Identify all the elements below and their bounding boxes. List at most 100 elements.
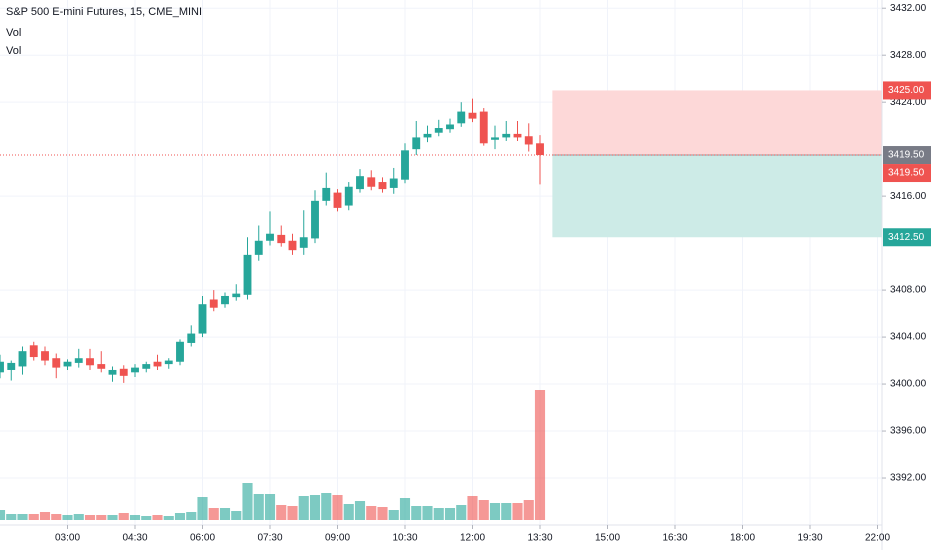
- volume-bar: [264, 494, 276, 520]
- candle-body: [7, 362, 16, 370]
- candle-body: [74, 358, 83, 363]
- volume-bar: [51, 514, 62, 520]
- volume-bar: [84, 515, 96, 520]
- candle-body: [266, 233, 274, 241]
- x-tick-label: 15:00: [595, 533, 620, 544]
- axes: 3392.00 3396.00 3400.00 3404.00 3408.00 3416.…: [55, 3, 931, 544]
- candle-body: [401, 150, 409, 180]
- volume-bar: [96, 515, 107, 520]
- candle-body: [434, 128, 443, 133]
- price-marker-label: 3412.50: [888, 232, 925, 243]
- candle-body: [18, 351, 27, 367]
- volume-pane: [0, 390, 546, 520]
- y-tick-label: 3432.00: [890, 3, 927, 14]
- indicator-label[interactable]: Vol: [6, 27, 21, 39]
- volume-bar: [354, 501, 366, 520]
- volume-bar: [321, 493, 332, 520]
- candle-body: [221, 295, 229, 305]
- candle-body: [333, 192, 342, 208]
- candle-body: [187, 333, 196, 343]
- y-tick-label: 3404.00: [890, 332, 927, 343]
- candle-body: [209, 299, 218, 308]
- candle-body: [153, 361, 162, 367]
- y-tick-label: 3428.00: [890, 50, 927, 61]
- volume-bar: [28, 514, 39, 520]
- candle-body: [491, 137, 499, 140]
- volume-bar: [118, 513, 129, 520]
- candle-body: [468, 112, 477, 119]
- volume-bar: [141, 516, 152, 520]
- volume-bar: [152, 515, 163, 520]
- candle-body: [63, 361, 72, 367]
- indicator-label[interactable]: Vol: [6, 45, 21, 57]
- candle-body: [356, 176, 364, 190]
- volume-bar: [73, 514, 84, 520]
- x-tick-label: 06:00: [190, 533, 215, 544]
- y-tick-label: 3416.00: [890, 191, 927, 202]
- candle-body: [502, 133, 511, 138]
- volume-bar: [478, 500, 489, 520]
- x-tick-label: 04:30: [122, 533, 147, 544]
- volume-bar: [512, 503, 523, 520]
- candle-body: [288, 240, 297, 251]
- volume-bar: [6, 514, 17, 520]
- volume-bar: [174, 513, 186, 520]
- volume-bar: [332, 495, 343, 520]
- price-marker: [883, 164, 931, 183]
- volume-bar: [309, 495, 321, 520]
- volume-bar: [163, 516, 174, 520]
- x-tick-label: 10:30: [392, 533, 417, 544]
- volume-bar: [276, 505, 287, 520]
- candle-body: [299, 237, 308, 248]
- position-tool[interactable]: [552, 90, 882, 238]
- candle-body: [322, 187, 331, 201]
- volume-bar: [377, 507, 388, 520]
- stop-zone: [552, 90, 882, 156]
- candles: [0, 98, 882, 383]
- volume-bar: [467, 496, 478, 520]
- volume-bar: [456, 505, 467, 520]
- volume-bar: [39, 512, 51, 520]
- target-zone: [552, 155, 882, 238]
- candle-body: [243, 254, 252, 295]
- volume-bar: [489, 503, 501, 520]
- y-tick-label: 3396.00: [890, 426, 927, 437]
- volume-bar: [219, 508, 231, 520]
- x-tick-label: 09:00: [325, 533, 350, 544]
- x-tick-label: 12:00: [460, 533, 485, 544]
- volume-bar: [366, 506, 377, 520]
- volume-bar: [0, 510, 6, 520]
- volume-bar: [501, 503, 512, 520]
- x-tick-label: 13:30: [527, 533, 552, 544]
- volume-bar: [287, 506, 298, 520]
- candle-body: [86, 358, 94, 366]
- candle-body: [108, 369, 117, 375]
- volume-bar: [399, 498, 411, 520]
- volume-bar: [17, 514, 28, 520]
- candle-body: [446, 124, 454, 130]
- candle-body: [389, 178, 398, 188]
- y-tick-label: 3400.00: [890, 379, 927, 390]
- volume-bar: [411, 506, 422, 520]
- candle-body: [311, 200, 319, 239]
- y-tick-label: 3424.00: [890, 97, 927, 108]
- candle-body: [457, 111, 466, 124]
- candle-body: [164, 360, 173, 365]
- candle-body: [97, 364, 106, 369]
- candle-body: [367, 177, 376, 187]
- price-marker: [883, 81, 931, 100]
- x-tick-label: 07:30: [257, 533, 282, 544]
- price-marker-label: 3419.50: [888, 168, 925, 179]
- volume-bar: [129, 515, 141, 520]
- candle-body: [412, 137, 421, 150]
- candle-body: [119, 368, 128, 376]
- volume-bar: [422, 506, 433, 520]
- candle-body: [254, 240, 263, 255]
- x-tick-label: 03:00: [55, 533, 80, 544]
- candle-body: [344, 186, 353, 206]
- candle-body: [52, 358, 61, 368]
- grid: [0, 0, 882, 525]
- y-tick-label: 3408.00: [890, 285, 927, 296]
